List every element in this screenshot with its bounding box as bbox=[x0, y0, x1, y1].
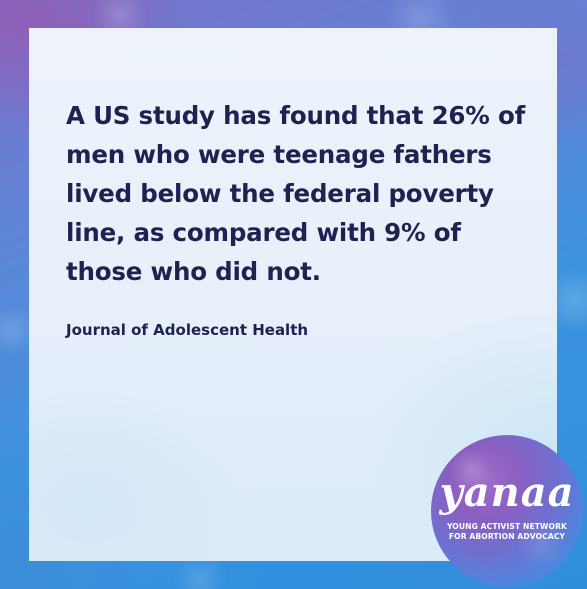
logo-tagline-line-2: FOR ABORTION ADVOCACY bbox=[448, 532, 566, 541]
logo-tagline: YOUNG ACTIVIST NETWORK FOR ABORTION ADVO… bbox=[431, 522, 583, 542]
yanaa-logo: yanaa YOUNG ACTIVIST NETWORK FOR ABORTIO… bbox=[431, 435, 583, 587]
logo-tagline-line-1: YOUNG ACTIVIST NETWORK bbox=[446, 522, 568, 531]
source-citation: Journal of Adolescent Health bbox=[66, 321, 309, 339]
statistic-statement: A US study has found that 26% of men who… bbox=[66, 101, 526, 286]
logo-wordmark: yanaa bbox=[439, 469, 575, 516]
